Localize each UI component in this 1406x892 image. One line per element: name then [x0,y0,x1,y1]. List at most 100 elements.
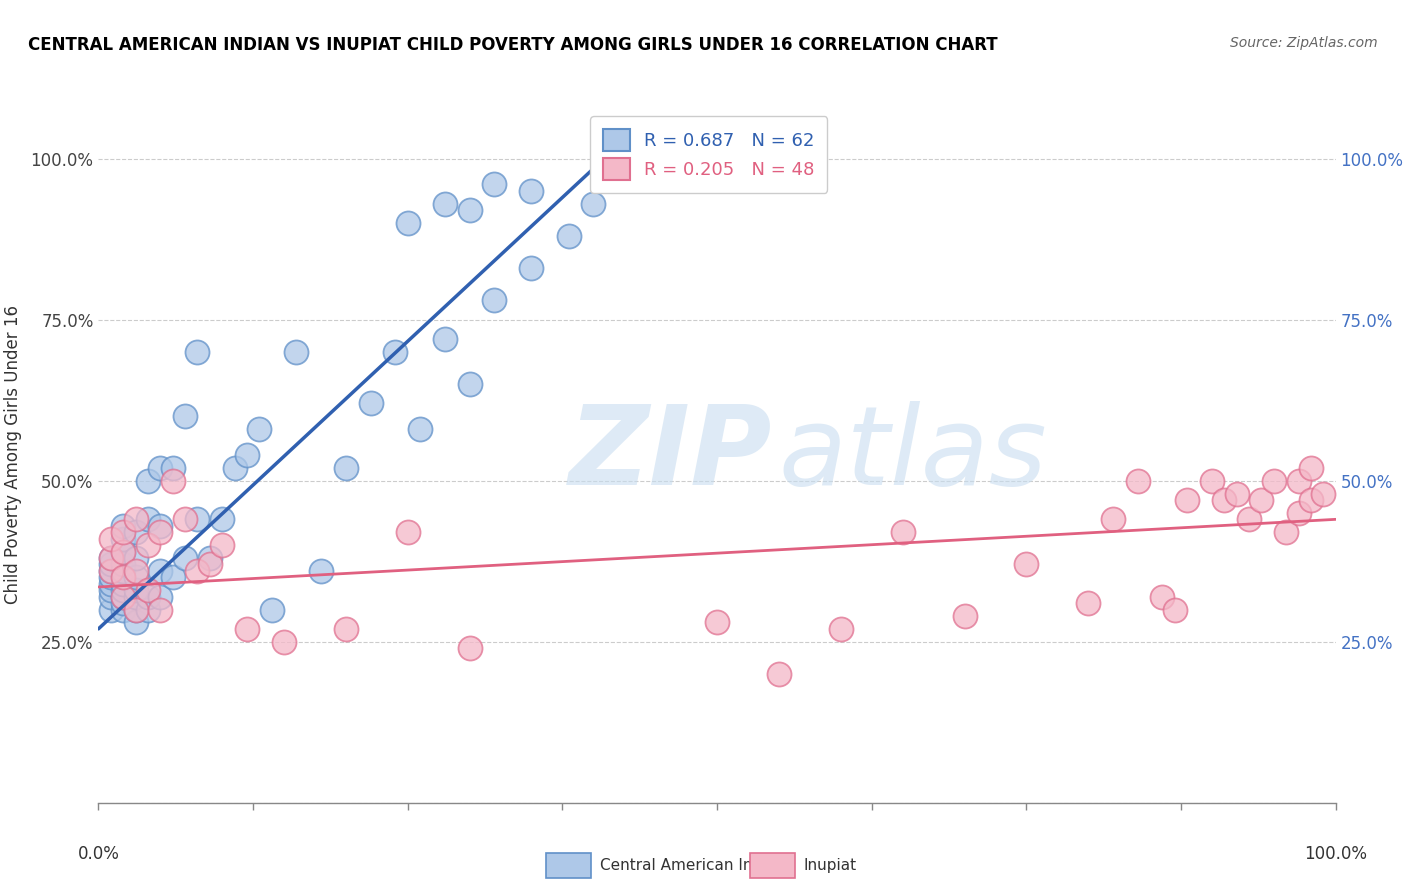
Point [149,602,172,616]
Point [236,448,259,462]
Point [384,344,406,359]
Point [1077,596,1099,610]
Text: CENTRAL AMERICAN INDIAN VS INUPIAT CHILD POVERTY AMONG GIRLS UNDER 16 CORRELATIO: CENTRAL AMERICAN INDIAN VS INUPIAT CHILD… [28,36,998,54]
Point [520,261,543,276]
Text: Source: ZipAtlas.com: Source: ZipAtlas.com [1230,36,1378,50]
Point [174,409,197,424]
Point [285,344,308,359]
Point [136,538,159,552]
Point [100,532,122,546]
FancyBboxPatch shape [547,853,591,878]
Point [484,178,506,192]
Point [100,576,122,591]
Point [953,609,976,624]
Point [124,615,146,630]
Point [100,564,122,578]
Point [112,590,135,604]
Text: 100.0%: 100.0% [1305,845,1367,863]
Text: Inupiat: Inupiat [804,858,856,873]
Point [1299,493,1322,508]
Point [124,525,146,540]
Point [1164,602,1187,616]
Point [458,641,481,656]
Text: ZIP: ZIP [568,401,772,508]
Point [112,518,135,533]
Point [100,564,122,578]
Point [149,518,172,533]
Point [1312,486,1334,500]
Point [149,460,172,475]
Point [557,228,579,243]
Point [1226,486,1249,500]
Point [484,293,506,308]
Point [186,564,208,578]
Point [100,551,122,566]
Point [260,602,283,616]
Point [396,525,419,540]
Point [112,596,135,610]
Point [396,216,419,230]
Point [124,602,146,616]
Text: Central American Indians: Central American Indians [599,858,793,873]
Point [247,422,270,436]
Point [149,590,172,604]
Point [124,570,146,584]
Point [162,460,184,475]
Point [124,512,146,526]
Point [186,344,208,359]
Y-axis label: Child Poverty Among Girls Under 16: Child Poverty Among Girls Under 16 [4,305,22,605]
Point [1126,474,1149,488]
Point [768,667,790,681]
Point [124,590,146,604]
Point [112,602,135,616]
FancyBboxPatch shape [751,853,794,878]
Point [830,622,852,636]
Point [1288,474,1310,488]
Point [186,512,208,526]
Point [458,203,481,218]
Point [1201,474,1223,488]
Point [582,196,605,211]
Point [124,564,146,578]
Point [174,551,197,566]
Point [112,590,135,604]
Point [1237,512,1260,526]
Point [124,551,146,566]
Point [1250,493,1272,508]
Point [224,460,246,475]
Point [112,583,135,598]
Point [891,525,914,540]
Point [136,590,159,604]
Point [360,396,382,410]
Point [198,558,221,572]
Point [100,583,122,598]
Point [1299,460,1322,475]
Point [100,602,122,616]
Point [1288,506,1310,520]
Point [149,525,172,540]
Point [149,564,172,578]
Point [136,583,159,598]
Point [162,474,184,488]
Point [1015,558,1038,572]
Legend: R = 0.687   N = 62, R = 0.205   N = 48: R = 0.687 N = 62, R = 0.205 N = 48 [591,116,827,193]
Point [112,525,135,540]
Point [1263,474,1285,488]
Point [162,570,184,584]
Point [433,332,456,346]
Point [136,474,159,488]
Point [112,564,135,578]
Point [124,583,146,598]
Point [174,512,197,526]
Point [273,634,295,648]
Point [211,512,233,526]
Point [112,558,135,572]
Point [198,551,221,566]
Point [706,615,728,630]
Point [309,564,332,578]
Point [433,196,456,211]
Point [100,570,122,584]
Point [136,602,159,616]
Point [1175,493,1198,508]
Point [520,184,543,198]
